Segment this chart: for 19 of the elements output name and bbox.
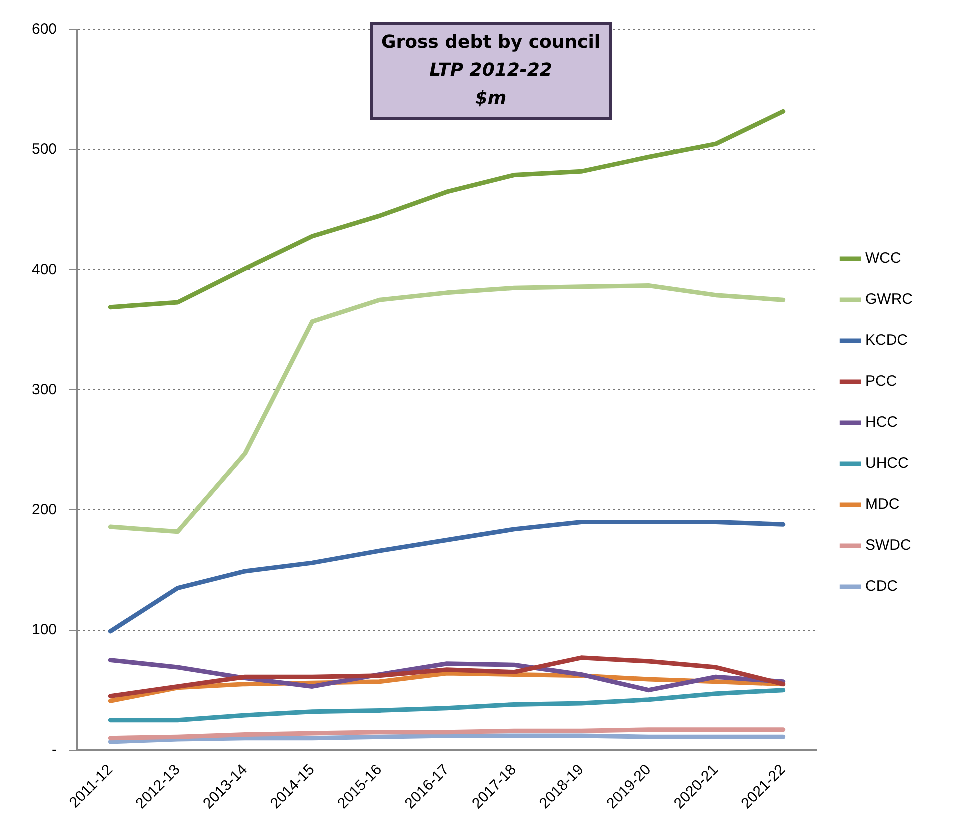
legend-label: CDC [866, 578, 898, 596]
y-tick-label: 200 [32, 501, 58, 518]
y-tick-label: 400 [32, 261, 58, 278]
annotation: $m [474, 87, 508, 111]
legend-label: SWDC [866, 537, 912, 554]
legend-label: MDC [866, 496, 900, 514]
text: LTP 2012-22 [428, 59, 554, 83]
y-tick-label: 300 [32, 381, 58, 398]
y-tick-label: 100 [32, 621, 58, 638]
legend-label: UHCC [866, 455, 910, 472]
legend-label: WCC [866, 250, 902, 268]
chart-title: Gross debt by council [380, 31, 602, 55]
legend-label: HCC [866, 414, 898, 432]
legend-label: KCDC [866, 332, 908, 350]
y-tick-label: 600 [32, 21, 58, 38]
y-tick-label: 500 [32, 141, 58, 158]
legend-label: GWRC [866, 291, 914, 308]
legend-label: PCC [866, 373, 898, 390]
y-tick-label: - [52, 741, 58, 758]
